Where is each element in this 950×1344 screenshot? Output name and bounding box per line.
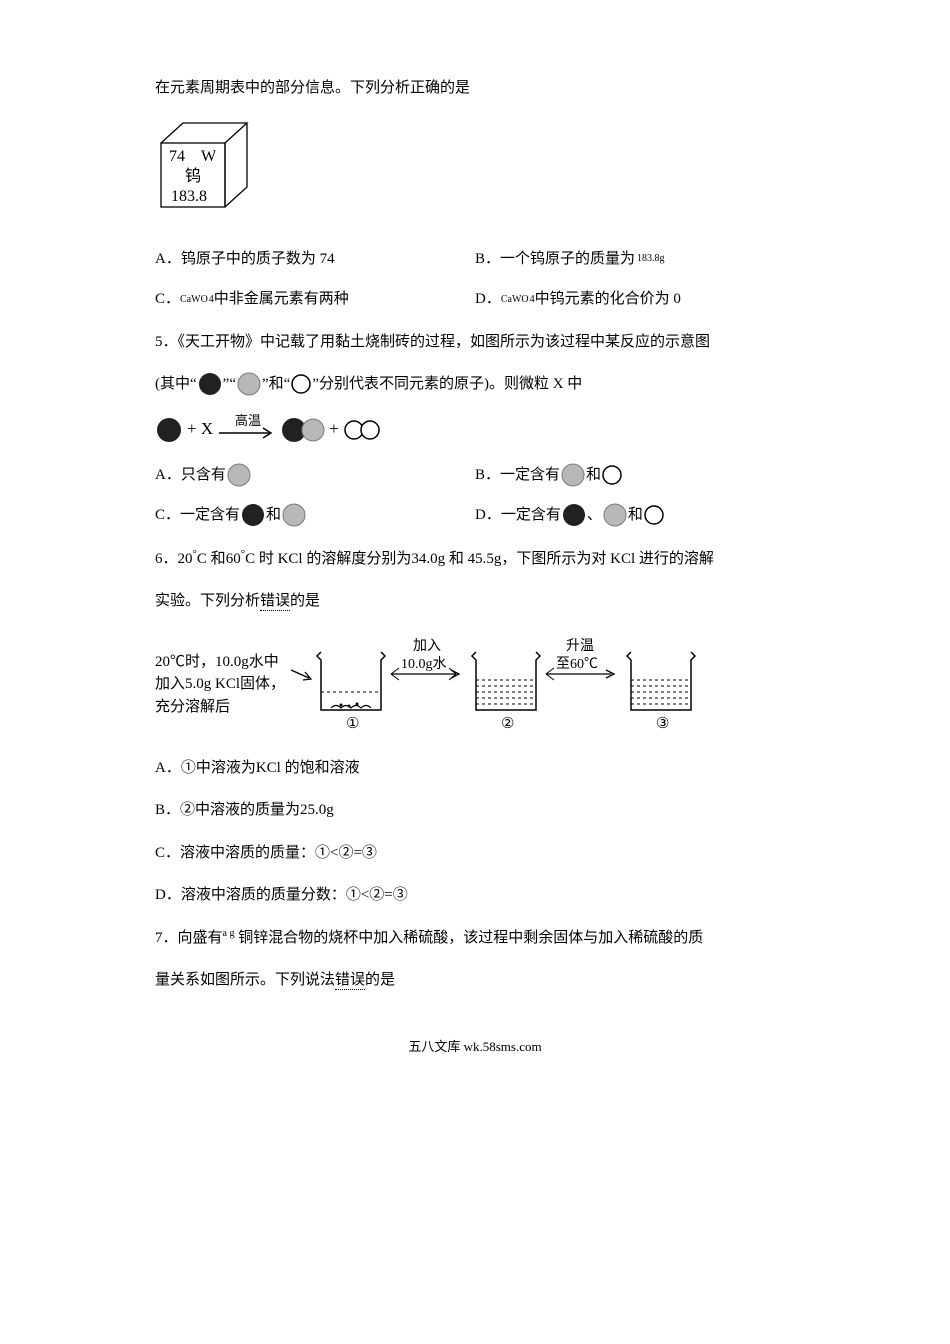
q6-line2: 实验。下列分析错误的是	[155, 587, 795, 616]
q6-option-c: C．溶液中溶质的质量：①<②=③	[155, 839, 795, 868]
beaker-flow-icon: ① 加入 10.0g水	[291, 630, 711, 740]
svg-text:高温: 高温	[235, 413, 261, 428]
svg-text:10.0g水: 10.0g水	[401, 656, 447, 672]
atom-gray-icon	[602, 502, 628, 528]
q7-line1: 7．向盛有a g 铜锌混合物的烧杯中加入稀硫酸，该过程中剩余固体与加入稀硫酸的质	[155, 924, 795, 953]
atom-gray-icon	[236, 371, 262, 397]
svg-text:①: ①	[346, 716, 359, 732]
atom-white-icon	[290, 373, 312, 395]
atom-gray-icon	[281, 502, 307, 528]
q5-paren: (其中“ ”“ ”和“ ”分别代表不同元素的原子)。则微粒 X 中	[155, 370, 795, 399]
q6-option-b: B．②中溶液的质量为25.0g	[155, 796, 795, 825]
element-cube: 74 W 钨 183.8	[155, 121, 795, 221]
atomic-number: 74	[169, 148, 185, 165]
q5-option-d: D．一定含有 、 和	[475, 501, 795, 530]
atom-black-icon	[197, 371, 223, 397]
element-symbol: W	[201, 148, 217, 165]
svg-text:至60℃: 至60℃	[556, 657, 598, 672]
reaction-arrow-icon: 高温	[217, 413, 277, 447]
intro-text: 在元素周期表中的部分信息。下列分析正确的是	[155, 74, 795, 103]
atom-gray-icon	[226, 462, 252, 488]
product-blackgray-icon	[281, 416, 325, 444]
svg-text:②: ②	[501, 716, 514, 732]
footer-text: 五八文库 wk.58sms.com	[155, 1035, 795, 1060]
atomic-mass: 183.8	[171, 188, 207, 205]
option-c: C． CaWO4 中非金属元素有两种	[155, 285, 475, 314]
atom-black-icon	[240, 502, 266, 528]
q6-line1: 6．20°C 和60°C 时 KCl 的溶解度分别为34.0g 和 45.5g，…	[155, 544, 795, 574]
q6-option-a: A．①中溶液为KCl 的饱和溶液	[155, 754, 795, 783]
option-d: D． CaWO4 中钨元素的化合价为 0	[475, 285, 795, 314]
reactant-black-icon	[155, 416, 183, 444]
q6-option-d: D．溶液中溶质的质量分数：①<②=③	[155, 881, 795, 910]
solubility-diagram: 20℃时，10.0g水中 加入5.0g KCl固体， 充分溶解后 ① 加入 10…	[155, 630, 795, 740]
atom-white-icon	[601, 464, 623, 486]
option-a: A．钨原子中的质子数为 74	[155, 245, 475, 274]
svg-text:升温: 升温	[566, 638, 594, 654]
svg-text:加入: 加入	[413, 638, 441, 654]
atom-gray-icon	[560, 462, 586, 488]
q5-option-c: C．一定含有 和	[155, 501, 475, 530]
svg-text:③: ③	[656, 716, 669, 732]
element-name: 钨	[185, 167, 201, 185]
q5-text: 5．《天工开物》中记载了用黏土烧制砖的过程，如图所示为该过程中某反应的示意图	[155, 328, 795, 357]
q5-option-a: A．只含有	[155, 461, 475, 490]
option-b: B．一个钨原子的质量为 183.8g	[475, 245, 795, 274]
q7-line2: 量关系如图所示。下列说法错误的是	[155, 966, 795, 995]
atom-black-icon	[561, 502, 587, 528]
product-whitewhite-icon	[343, 418, 381, 442]
atom-white-icon	[643, 504, 665, 526]
reaction-diagram: + X 高温 +	[155, 413, 795, 447]
q5-option-b: B．一定含有 和	[475, 461, 795, 490]
